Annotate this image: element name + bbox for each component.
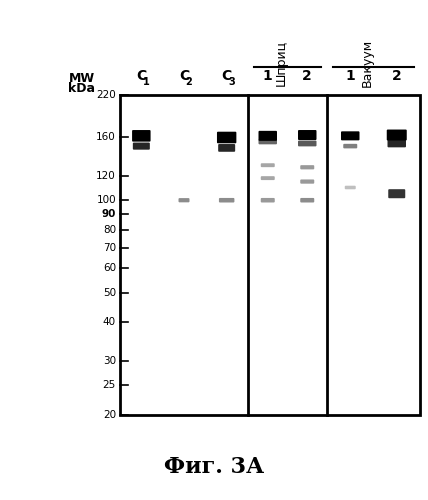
FancyBboxPatch shape: [300, 198, 314, 202]
Text: 120: 120: [96, 171, 116, 181]
Text: kDa: kDa: [68, 82, 95, 95]
FancyBboxPatch shape: [218, 144, 235, 152]
FancyBboxPatch shape: [387, 140, 406, 147]
Text: C: C: [222, 69, 232, 83]
Text: C: C: [179, 69, 189, 83]
Text: 220: 220: [96, 90, 116, 100]
FancyBboxPatch shape: [259, 139, 277, 144]
Text: C: C: [136, 69, 146, 83]
FancyBboxPatch shape: [261, 163, 275, 167]
Text: MW: MW: [69, 72, 95, 85]
FancyBboxPatch shape: [298, 130, 316, 140]
Text: 50: 50: [103, 288, 116, 298]
Text: Вакуум: Вакуум: [360, 39, 374, 87]
Text: 90: 90: [101, 210, 116, 220]
FancyBboxPatch shape: [388, 189, 405, 198]
Text: 160: 160: [96, 132, 116, 142]
Text: Шприц: Шприц: [274, 40, 288, 86]
FancyBboxPatch shape: [300, 165, 314, 170]
Text: 80: 80: [103, 225, 116, 235]
Text: 1: 1: [143, 77, 150, 87]
Text: 60: 60: [103, 264, 116, 274]
FancyBboxPatch shape: [219, 198, 235, 202]
FancyBboxPatch shape: [178, 198, 190, 202]
FancyBboxPatch shape: [387, 130, 407, 140]
Text: 2: 2: [392, 69, 401, 83]
Text: 30: 30: [103, 356, 116, 366]
Text: 40: 40: [103, 318, 116, 328]
FancyBboxPatch shape: [217, 132, 236, 143]
Bar: [120, 95, 420, 415]
FancyBboxPatch shape: [259, 131, 277, 141]
Text: 1: 1: [345, 69, 355, 83]
Text: Фиг. 3А: Фиг. 3А: [164, 456, 264, 478]
FancyBboxPatch shape: [300, 180, 314, 184]
Text: 2: 2: [186, 77, 192, 87]
Text: 3: 3: [228, 77, 235, 87]
FancyBboxPatch shape: [133, 142, 150, 150]
FancyBboxPatch shape: [132, 130, 151, 141]
Text: 70: 70: [103, 243, 116, 253]
FancyBboxPatch shape: [343, 144, 357, 148]
FancyBboxPatch shape: [341, 132, 360, 140]
Text: 1: 1: [263, 69, 273, 83]
Text: 25: 25: [103, 380, 116, 390]
Text: 100: 100: [96, 195, 116, 205]
FancyBboxPatch shape: [261, 198, 275, 202]
FancyBboxPatch shape: [345, 186, 356, 190]
FancyBboxPatch shape: [261, 176, 275, 180]
FancyBboxPatch shape: [298, 140, 316, 146]
Text: 2: 2: [302, 69, 312, 83]
Text: 20: 20: [103, 410, 116, 420]
